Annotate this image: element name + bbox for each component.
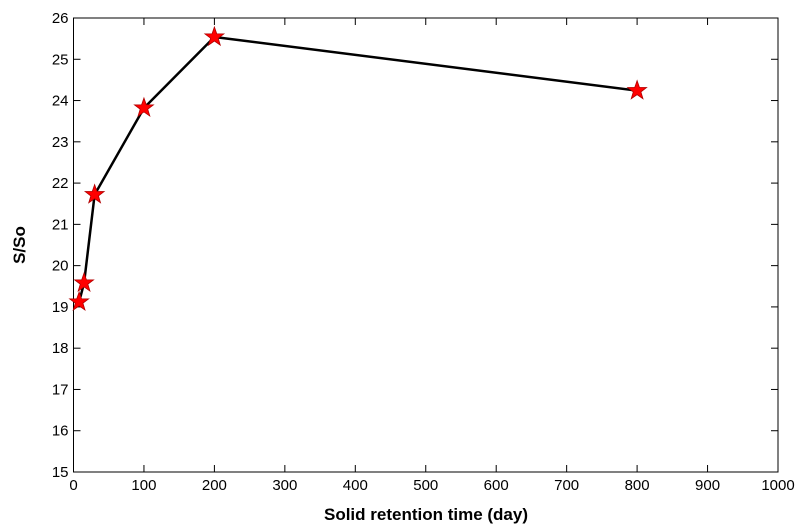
- data-marker: [203, 25, 226, 47]
- y-tick-label: 18: [52, 340, 69, 357]
- x-axis-label: Solid retention time (day): [324, 505, 528, 524]
- data-marker: [73, 271, 95, 293]
- y-tick-label: 22: [52, 175, 69, 192]
- y-tick-label: 16: [52, 423, 69, 440]
- y-tick-label: 26: [52, 10, 69, 27]
- y-tick-label: 24: [52, 93, 69, 110]
- x-tick-label: 100: [131, 477, 156, 494]
- y-tick-label: 20: [52, 258, 69, 275]
- y-tick-label: 17: [52, 381, 69, 398]
- data-marker: [133, 96, 155, 118]
- x-tick-label: 0: [69, 477, 77, 494]
- y-tick-label: 23: [52, 134, 69, 151]
- x-tick-label: 200: [202, 477, 227, 494]
- x-tick-label: 400: [343, 477, 368, 494]
- plot-frame: [73, 17, 779, 473]
- y-tick-label: 21: [52, 216, 69, 233]
- x-tick-label: 500: [413, 477, 438, 494]
- y-axis-label: S/So: [10, 226, 29, 264]
- y-tick-label: 15: [52, 464, 69, 481]
- y-tick-label: 19: [52, 299, 69, 316]
- y-tick-label: 25: [52, 51, 69, 68]
- data-marker: [83, 183, 106, 204]
- data-marker: [626, 79, 648, 100]
- x-tick-label: 900: [695, 477, 720, 494]
- x-tick-label: 300: [272, 477, 297, 494]
- x-tick-label: 800: [625, 477, 650, 494]
- x-tick-label: 600: [484, 477, 509, 494]
- x-tick-label: 1000: [761, 477, 794, 494]
- x-tick-label: 700: [554, 477, 579, 494]
- data-marker: [68, 290, 90, 312]
